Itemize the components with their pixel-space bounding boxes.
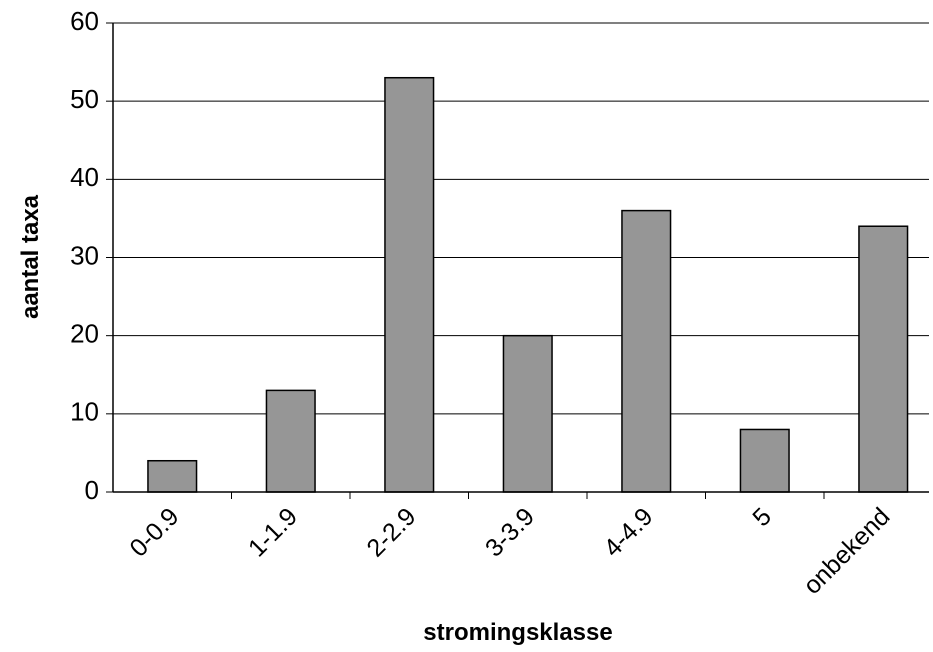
x-tick-label: onbekend bbox=[798, 502, 895, 599]
bar bbox=[502, 334, 553, 493]
y-tick-label: 0 bbox=[85, 475, 99, 505]
bar bbox=[621, 209, 672, 493]
x-axis-title: stromingsklasse bbox=[423, 619, 612, 646]
x-tick-label: 0-0.9 bbox=[124, 502, 184, 562]
bar bbox=[858, 225, 909, 493]
x-tick-label: 1-1.9 bbox=[243, 502, 303, 562]
y-tick-label: 10 bbox=[70, 397, 99, 427]
bar bbox=[265, 389, 316, 493]
bar bbox=[147, 459, 198, 493]
y-tick-label: 40 bbox=[70, 162, 99, 192]
bar bbox=[384, 76, 435, 493]
x-tick-label: 3-3.9 bbox=[480, 502, 540, 562]
y-tick-label: 30 bbox=[70, 240, 99, 270]
x-tick-label: 2-2.9 bbox=[361, 502, 421, 562]
y-tick-label: 20 bbox=[70, 319, 99, 349]
x-tick-label: 4-4.9 bbox=[598, 502, 658, 562]
y-tick-label: 60 bbox=[70, 6, 99, 36]
y-tick-label: 50 bbox=[70, 84, 99, 114]
x-tick-label: 5 bbox=[747, 502, 777, 532]
bar bbox=[739, 428, 790, 493]
y-axis-title: aantal taxa bbox=[17, 194, 44, 319]
